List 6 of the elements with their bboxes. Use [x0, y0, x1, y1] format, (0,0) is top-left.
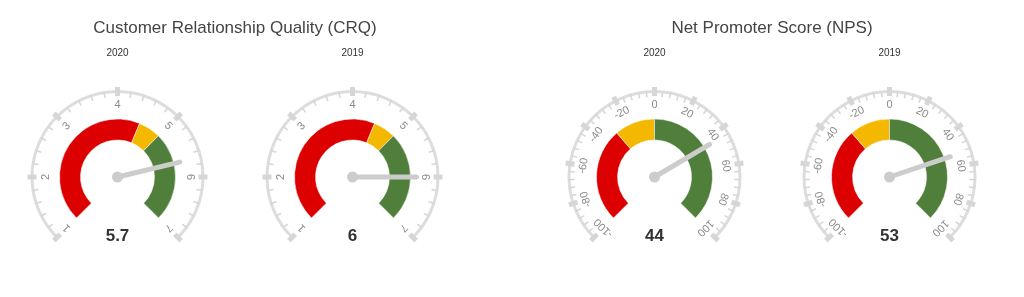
chart-subtitle: 2020 [643, 47, 667, 58]
chart-subtitle: 2019 [341, 47, 365, 58]
chart-subtitle: 2019 [878, 47, 902, 58]
text: Customer Relationship Quality (CRQ) [92, 17, 378, 39]
chart-subtitle: 2020 [106, 47, 130, 58]
text: Net Promoter Score (NPS) [670, 17, 874, 39]
